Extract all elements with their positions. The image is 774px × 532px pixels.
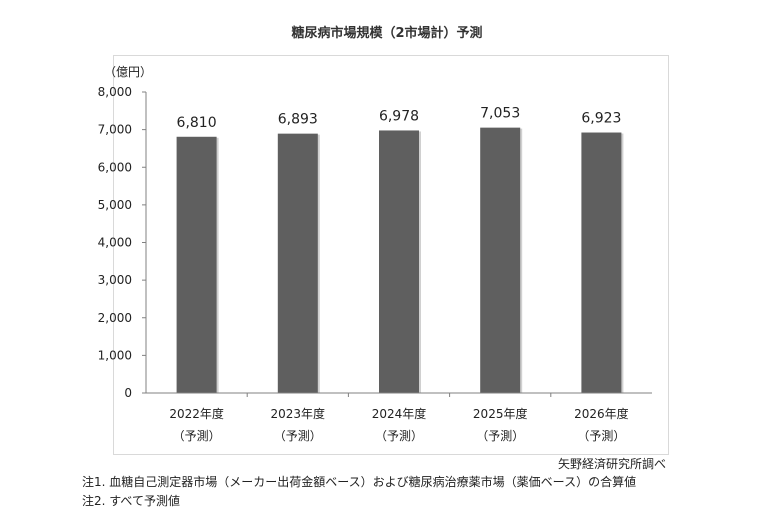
note-1: 注1. 血糖自己測定器市場（メーカー出荷金額ベース）および糖尿病治療薬市場（薬価… xyxy=(82,475,637,489)
source-credit: 矢野経済研究所調べ xyxy=(557,457,666,471)
notes: 注1. 血糖自己測定器市場（メーカー出荷金額ベース）および糖尿病治療薬市場（薬価… xyxy=(82,473,636,511)
y-tick-label: 6,000 xyxy=(98,160,132,174)
y-tick-label: 8,000 xyxy=(98,85,132,99)
bar xyxy=(277,133,318,393)
x-tick-label: 2022年度 xyxy=(169,406,224,421)
x-tick-sublabel: （予測） xyxy=(274,429,322,443)
bar xyxy=(176,136,217,393)
bar xyxy=(379,130,419,393)
y-tick-label: 5,000 xyxy=(98,198,132,212)
bar xyxy=(480,127,521,394)
x-tick-sublabel: （予測） xyxy=(577,429,625,443)
y-tick-label: 2,000 xyxy=(98,311,132,325)
x-tick-label: 2025年度 xyxy=(473,406,528,421)
x-tick-sublabel: （予測） xyxy=(476,429,524,443)
bar-value-label: 6,893 xyxy=(278,112,318,128)
x-tick-label: 2024年度 xyxy=(372,406,427,421)
y-tick-label: 0 xyxy=(124,386,132,400)
y-tick-label: 1,000 xyxy=(98,348,132,362)
y-tick-label: 4,000 xyxy=(98,236,132,250)
y-axis-label: （億円） xyxy=(104,65,152,79)
y-tick-label: 7,000 xyxy=(98,123,132,137)
bar-value-label: 6,978 xyxy=(379,108,419,124)
bar xyxy=(581,132,622,393)
x-tick-label: 2023年度 xyxy=(271,406,326,421)
x-tick-sublabel: （予測） xyxy=(375,429,423,443)
note-2: 注2. すべて予測値 xyxy=(82,494,180,508)
y-tick-label: 3,000 xyxy=(98,273,132,287)
bar-value-label: 7,053 xyxy=(480,106,520,122)
bar-value-label: 6,923 xyxy=(581,111,621,127)
x-tick-sublabel: （予測） xyxy=(173,429,221,443)
bar-value-label: 6,810 xyxy=(177,115,217,131)
chart-title: 糖尿病市場規模（2市場計）予測 xyxy=(291,26,483,41)
x-tick-label: 2026年度 xyxy=(574,406,629,421)
